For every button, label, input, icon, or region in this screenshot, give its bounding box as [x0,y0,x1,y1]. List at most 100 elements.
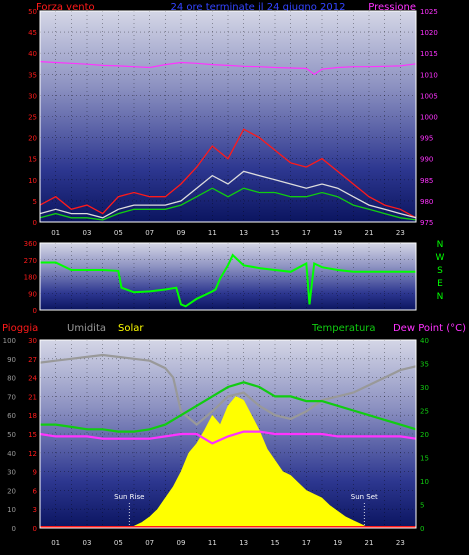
wind-tick-label: 15 [28,156,37,164]
humidity-tick-label: 70 [7,393,16,401]
humidity-tick-label: 100 [3,337,16,345]
direction-tick-label: 0 [33,307,37,315]
axis-labels: 0510152025303540455097598098599099510001… [3,8,445,547]
hour-tick-label: 17 [302,539,311,547]
solar-axis-title: Solar [118,323,144,334]
rain-tick-label: 6 [33,487,38,495]
temperature-tick-label: 20 [420,431,429,439]
rain-tick-label: 18 [28,412,37,420]
pressure-tick-label: 1020 [420,29,438,37]
hour-tick-label: 03 [83,539,92,547]
rain-tick-label: 30 [28,337,37,345]
pressure-tick-label: 1000 [420,114,438,122]
rain-axis-title: Pioggia [2,323,38,334]
humidity-axis-title: Umidita [67,323,106,334]
rain-tick-label: 15 [28,431,37,439]
wind-series-line [39,128,417,219]
hour-tick-label: 01 [51,229,60,237]
wind-tick-label: 30 [28,92,37,100]
wind-tick-label: 25 [28,114,37,122]
humidity-tick-label: 90 [7,356,16,364]
hour-tick-label: 19 [333,229,342,237]
temperature-tick-label: 10 [420,478,429,486]
umidita-line [39,353,417,427]
pressure-tick-label: 975 [420,219,433,227]
pressure-line [39,61,417,76]
pressure-tick-label: 980 [420,198,433,206]
hour-tick-label: 07 [145,539,154,547]
temperatura-line [40,381,417,433]
hour-tick-label: 09 [177,539,186,547]
hour-tick-label: 13 [239,539,248,547]
temperature-tick-label: 0 [420,525,424,533]
wind-tick-label: 10 [28,177,37,185]
hour-tick-label: 11 [208,539,217,547]
humidity-tick-label: 20 [7,487,16,495]
hour-tick-label: 11 [208,229,217,237]
direction-tick-label: 90 [28,290,37,298]
rain-tick-label: 9 [33,469,37,477]
hour-tick-label: 13 [239,229,248,237]
solar-area [126,396,370,529]
wind-axis-title: Forza vento [36,2,95,13]
temperature-tick-label: 30 [420,384,429,392]
humidity-tick-label: 60 [7,412,16,420]
dew-point-line [39,430,417,445]
temperature-tick-label: 25 [420,408,429,416]
hour-tick-label: 01 [51,539,60,547]
wind-tick-label: 0 [33,219,37,227]
temperature-tick-label: 5 [420,502,424,510]
hour-tick-label: 07 [145,229,154,237]
pressure-tick-label: 990 [420,156,433,164]
compass-label: W [436,253,445,263]
humidity-tick-label: 80 [7,375,16,383]
direction-panel-border [39,242,417,311]
humidity-tick-label: 50 [7,431,16,439]
dewpoint-axis-title: Dew Point (°C) [393,323,466,334]
hour-tick-label: 05 [114,229,123,237]
pressure-axis-title: Pressione [368,2,416,13]
compass-label: N [437,240,444,250]
hour-tick-label: 15 [271,539,280,547]
wind-tick-label: 5 [33,198,37,206]
wind-tick-label: 20 [28,135,37,143]
sun-marker-label: Sun Set [351,493,378,501]
rain-tick-label: 0 [33,525,37,533]
compass-label: E [437,279,443,289]
direction-tick-label: 360 [24,240,37,248]
pressure-tick-label: 1005 [420,92,438,100]
pressure-tick-label: 995 [420,135,433,143]
hour-tick-label: 15 [271,229,280,237]
wind-tick-label: 40 [28,50,37,58]
wind-series-line [39,187,417,221]
pressure-tick-label: 1010 [420,71,438,79]
hour-tick-label: 17 [302,229,311,237]
wind-tick-label: 50 [28,8,37,16]
hour-tick-label: 09 [177,229,186,237]
humidity-tick-label: 10 [7,506,16,514]
humidity-tick-label: 0 [12,525,16,533]
wind-panel-border [39,10,417,223]
compass-label: S [437,266,443,276]
humidity-tick-label: 30 [7,469,16,477]
hour-tick-label: 23 [396,229,405,237]
hour-tick-label: 05 [114,539,123,547]
chart-title: 24 ore terminate il 24 giugno 2012 [170,2,345,13]
temperature-tick-label: 15 [420,455,429,463]
hour-tick-label: 21 [365,539,374,547]
pressure-tick-label: 985 [420,177,433,185]
weather-panel-border [39,339,417,529]
data-marks [39,61,417,529]
temperature-tick-label: 35 [420,361,429,369]
pressure-tick-label: 1015 [420,50,438,58]
hour-tick-label: 19 [333,539,342,547]
direction-tick-label: 180 [24,274,37,282]
direction-tick-label: 270 [24,257,37,265]
wind-tick-label: 35 [28,71,37,79]
rain-tick-label: 24 [28,375,37,383]
rain-tick-label: 12 [28,450,37,458]
temperature-axis-title: Temperatura [311,323,376,334]
humidity-tick-label: 40 [7,450,16,458]
